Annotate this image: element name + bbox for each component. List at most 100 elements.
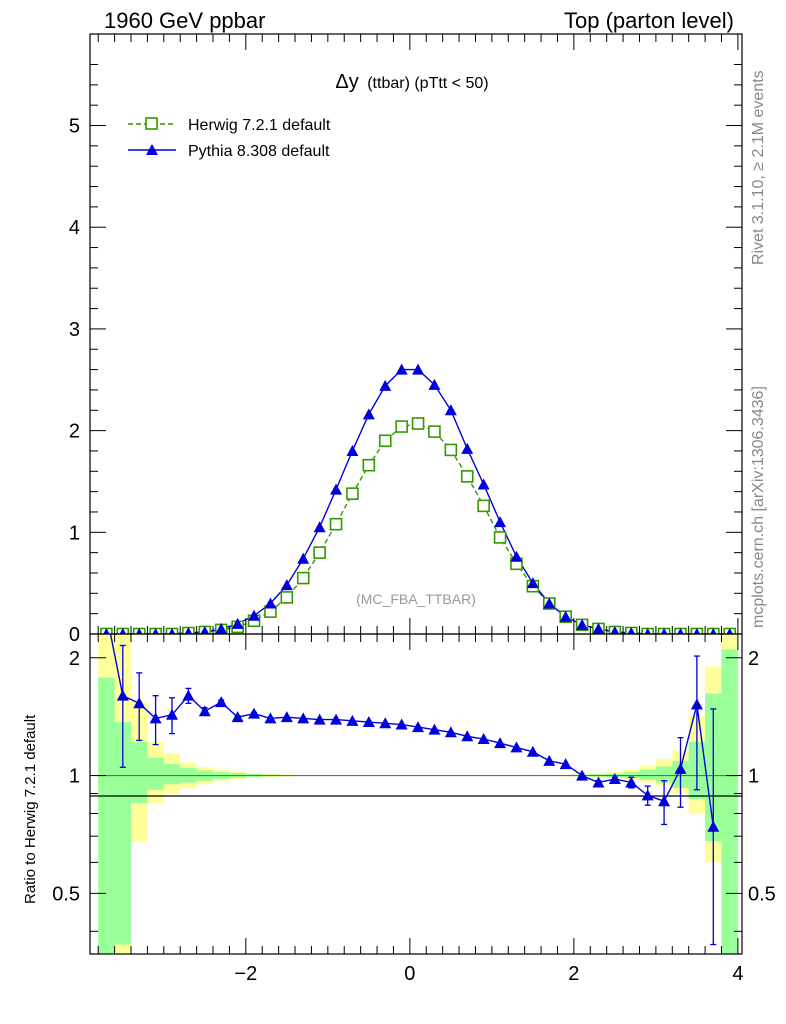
pythia-point [215, 622, 228, 634]
pythia-ratio-point [198, 705, 211, 717]
pythia-ratio-point [379, 717, 392, 729]
ratio-ylabel: Ratio to Herwig 7.2.1 default [22, 714, 39, 904]
herwig-point [378, 434, 392, 448]
pythia-ratio-point [559, 758, 572, 770]
pythia-ratio-point [280, 711, 293, 723]
pythia-point [313, 521, 326, 533]
pythia-ratio-point [510, 741, 523, 753]
pythia-ratio-point [362, 716, 375, 728]
pythia-point [610, 625, 620, 634]
legend-marker-herwig [145, 117, 158, 130]
herwig-point [346, 487, 359, 500]
pythia-point [379, 379, 392, 391]
pythia-ratio-point [461, 730, 474, 742]
pythia-point [135, 628, 143, 634]
xtick-label: 2 [568, 963, 579, 985]
top-ytick-label: 3 [69, 319, 80, 341]
pythia-point [152, 628, 159, 634]
pythia-ratio-point [641, 789, 654, 801]
pythia-point [231, 617, 244, 629]
pythia-point [330, 483, 343, 495]
pythia-ratio-point [625, 776, 638, 788]
pythia-point [119, 628, 127, 634]
legend-label-herwig: Herwig 7.2.1 default [188, 117, 331, 134]
pythia-point [103, 628, 110, 634]
pythia-ratio-point [313, 713, 326, 725]
pythia-point [184, 626, 193, 634]
bottom-ytick-label: 0.5 [52, 883, 80, 905]
top-ytick-label: 5 [69, 116, 80, 138]
pythia-ratio-point [543, 754, 556, 766]
pythia-ratio-point [526, 745, 539, 757]
pythia-point [200, 625, 210, 634]
pythia-ratio-point [166, 708, 179, 720]
bottom-ytick-label-right: 1 [748, 766, 759, 788]
pythia-point [362, 408, 375, 420]
herwig-point [395, 420, 408, 433]
pythia-point [248, 609, 261, 621]
pythia-ratio-point [346, 714, 359, 726]
pythia-point [477, 478, 490, 490]
uncertainty-band-green [147, 757, 164, 790]
pythia-ratio-point [297, 712, 310, 724]
pythia-ratio-point [215, 696, 228, 708]
pythia-point [461, 442, 474, 454]
uncertainty-band-green [721, 649, 738, 954]
pythia-point [710, 628, 717, 634]
top-ytick-label: 2 [69, 421, 80, 443]
pythia-ratio-point [576, 769, 589, 781]
pythia-point [543, 597, 556, 609]
herwig-point [428, 425, 441, 438]
bottom-ytick-label-right: 2 [748, 648, 759, 670]
bottom-panel-frame [89, 633, 743, 955]
pythia-ratio-point [248, 707, 261, 719]
top-ytick-label: 0 [69, 624, 80, 646]
ratio-bands [98, 634, 738, 954]
xtick-label: −2 [234, 963, 257, 985]
pythia-point [412, 363, 425, 375]
uncertainty-band-green [131, 741, 148, 804]
pythia-ratio-point [116, 689, 129, 701]
pythia-point [677, 628, 684, 634]
pythia-point [576, 618, 589, 630]
pythia-point [444, 404, 457, 416]
top-ytick-label: 1 [69, 522, 80, 544]
pythia-point [592, 622, 605, 634]
herwig-point [411, 417, 425, 430]
bottom-ytick-label: 1 [69, 766, 80, 788]
pythia-point [395, 363, 408, 375]
legend-marker-pythia [146, 144, 158, 155]
rivet-label: Rivet 3.1.10, ≥ 2.1M events [750, 70, 767, 265]
herwig-point [362, 458, 376, 472]
legend-entry-pythia: Pythia 8.308 default [128, 143, 330, 160]
pythia-ratio-point [428, 723, 441, 735]
pythia-point [280, 579, 293, 591]
pythia-ratio-point [690, 698, 703, 710]
top-ytick-label: 4 [69, 217, 80, 239]
pythia-ratio-point [133, 697, 146, 709]
pythia-point [693, 628, 701, 634]
uncertainty-band-green [98, 677, 115, 954]
header-left-label: 1960 GeV ppbar [104, 8, 265, 33]
legend-label-pythia: Pythia 8.308 default [188, 143, 330, 160]
legend: Herwig 7.2.1 default Pythia 8.308 defaul… [128, 117, 331, 160]
herwig-point [313, 546, 326, 559]
plot-title-main: Δy [335, 71, 358, 93]
pythia-ratio-point [592, 776, 605, 788]
xtick-label: 0 [404, 963, 415, 985]
uncertainty-band-green [639, 769, 656, 780]
pythia-point [264, 597, 277, 609]
pythia-ratio-point [658, 795, 671, 807]
pythia-ratio-point [231, 711, 244, 723]
pythia-point [559, 610, 572, 622]
header-right-label: Top (parton level) [564, 8, 734, 33]
herwig-point [460, 470, 474, 483]
pythia-point [627, 626, 636, 634]
top-plot-area [100, 363, 736, 634]
herwig-point [493, 531, 507, 544]
pythia-point [660, 628, 668, 634]
ratio-plot-area [109, 634, 720, 946]
herwig-point [280, 591, 294, 604]
plot-title: Δy (ttbar) (pTtt < 50) [335, 71, 488, 93]
